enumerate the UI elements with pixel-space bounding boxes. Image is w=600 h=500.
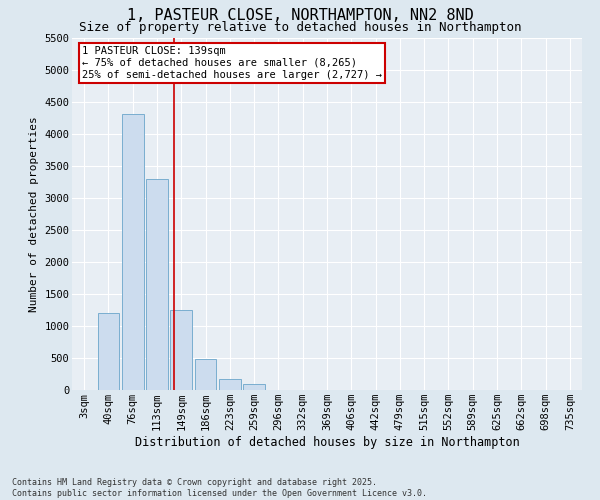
Text: 1, PASTEUR CLOSE, NORTHAMPTON, NN2 8ND: 1, PASTEUR CLOSE, NORTHAMPTON, NN2 8ND — [127, 8, 473, 22]
Y-axis label: Number of detached properties: Number of detached properties — [29, 116, 38, 312]
Bar — [97, 313, 119, 390]
Bar — [194, 358, 217, 390]
X-axis label: Distribution of detached houses by size in Northampton: Distribution of detached houses by size … — [134, 436, 520, 449]
Text: 1 PASTEUR CLOSE: 139sqm
← 75% of detached houses are smaller (8,265)
25% of semi: 1 PASTEUR CLOSE: 139sqm ← 75% of detache… — [82, 46, 382, 80]
Bar — [146, 178, 168, 390]
Text: Size of property relative to detached houses in Northampton: Size of property relative to detached ho… — [79, 21, 521, 34]
Bar — [219, 379, 241, 390]
Bar — [243, 384, 265, 390]
Bar — [122, 114, 143, 390]
Text: Contains HM Land Registry data © Crown copyright and database right 2025.
Contai: Contains HM Land Registry data © Crown c… — [12, 478, 427, 498]
Bar — [170, 310, 192, 390]
